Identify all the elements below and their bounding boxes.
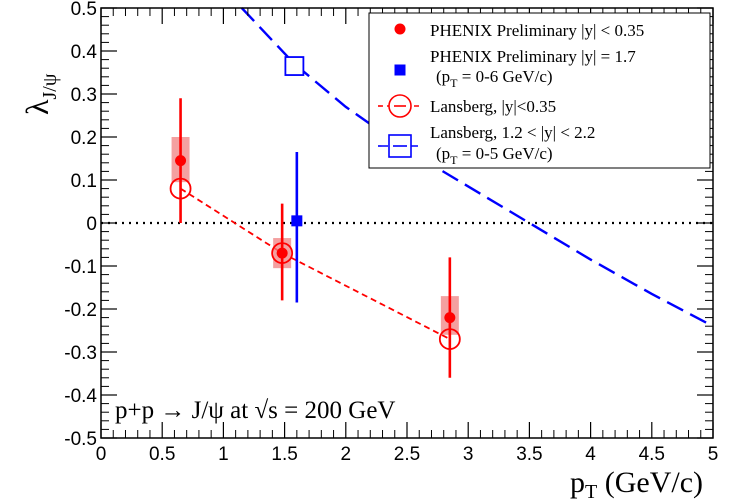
legend-label-2-sub-t: T (450, 76, 458, 90)
x-tick-label: 4 (585, 444, 596, 465)
y-tick-label: 0.4 (71, 42, 98, 63)
x-axis-title-unit: (GeV/c) (597, 466, 703, 499)
y-tick-label: -0.4 (64, 386, 97, 407)
x-tick-label: 0.5 (149, 444, 175, 465)
x-tick-label: 2.5 (394, 444, 420, 465)
legend-symbol-filled-circle (394, 23, 406, 35)
data-layer (169, 98, 461, 378)
y-tick-label: -0.3 (64, 343, 97, 364)
y-axis-title: λJ/ψ (19, 73, 61, 115)
legend-label-4-sub: (pT = 0-5 GeV/c) (436, 144, 553, 167)
legend-label-4-sub-rest: = 0-5 GeV/c) (458, 144, 553, 163)
x-tick-label: 1 (218, 444, 229, 465)
legend-label-4-sub-t: T (450, 153, 458, 167)
y-tick-label: 0.1 (71, 171, 97, 192)
legend-label-3: Lansberg, |y|<0.35 (430, 97, 556, 116)
y-tick-label: 0.3 (71, 85, 97, 106)
x-axis-title-main: p (570, 466, 585, 499)
legend-symbol-open-square-line (378, 134, 422, 158)
y-tick-label: -0.2 (64, 300, 97, 321)
legend-symbol-open-circle-line (378, 94, 422, 118)
phenix-mid-point (175, 155, 187, 167)
x-tick-label: 1.5 (271, 444, 297, 465)
x-tick-label: 2 (341, 444, 352, 465)
legend-label-1: PHENIX Preliminary |y| < 0.35 (430, 21, 644, 40)
legend-label-2: PHENIX Preliminary |y| = 1.7 (430, 47, 636, 66)
lansberg-forward-marker (284, 56, 305, 76)
y-tick-label: -0.1 (64, 257, 97, 278)
lansberg-forward-curve (240, 7, 714, 328)
phenix-forward-point (291, 215, 303, 227)
legend-symbol-filled-square (394, 64, 406, 76)
lansberg-mid-line (180, 187, 451, 340)
legend-label-2-sub-p: (p (436, 67, 450, 86)
y-axis-title-sub: J/ψ (39, 73, 61, 99)
legend-box (368, 12, 711, 169)
y-tick-label: 0.2 (71, 128, 97, 149)
axis-ticks: 0 0.5 1 1.5 2 2.5 3 3.5 4 4.5 5 -0.5 -0.4 -0.3 -0.2 -0.… (64, 0, 718, 465)
x-tick-label: 3 (463, 444, 474, 465)
x-tick-label: 3.5 (516, 444, 542, 465)
legend-label-4: Lansberg, 1.2 < |y| < 2.2 (430, 123, 595, 142)
x-axis-title-sub: T (585, 481, 597, 502)
x-tick-label: 4.5 (639, 444, 665, 465)
legend-label-2-sub: (pT = 0-6 GeV/c) (436, 67, 553, 90)
y-axis-title-main: λ (19, 99, 55, 115)
x-tick-label: 0 (96, 444, 107, 465)
y-tick-label: 0.5 (71, 0, 97, 20)
phenix-mid-point (276, 247, 288, 259)
phenix-mid-point (444, 312, 456, 324)
y-tick-label: -0.5 (64, 429, 97, 450)
legend-label-4-sub-p: (p (436, 144, 450, 163)
x-axis-title: pT (GeV/c) (570, 466, 703, 502)
x-tick-label: 5 (708, 444, 719, 465)
y-tick-label: 0 (86, 214, 97, 235)
legend-label-2-sub-rest: = 0-6 GeV/c) (458, 67, 553, 86)
annotation-text: p+p → J/ψ at √s = 200 GeV (115, 397, 395, 424)
legend: PHENIX Preliminary |y| < 0.35 PHENIX Pre… (368, 12, 711, 169)
